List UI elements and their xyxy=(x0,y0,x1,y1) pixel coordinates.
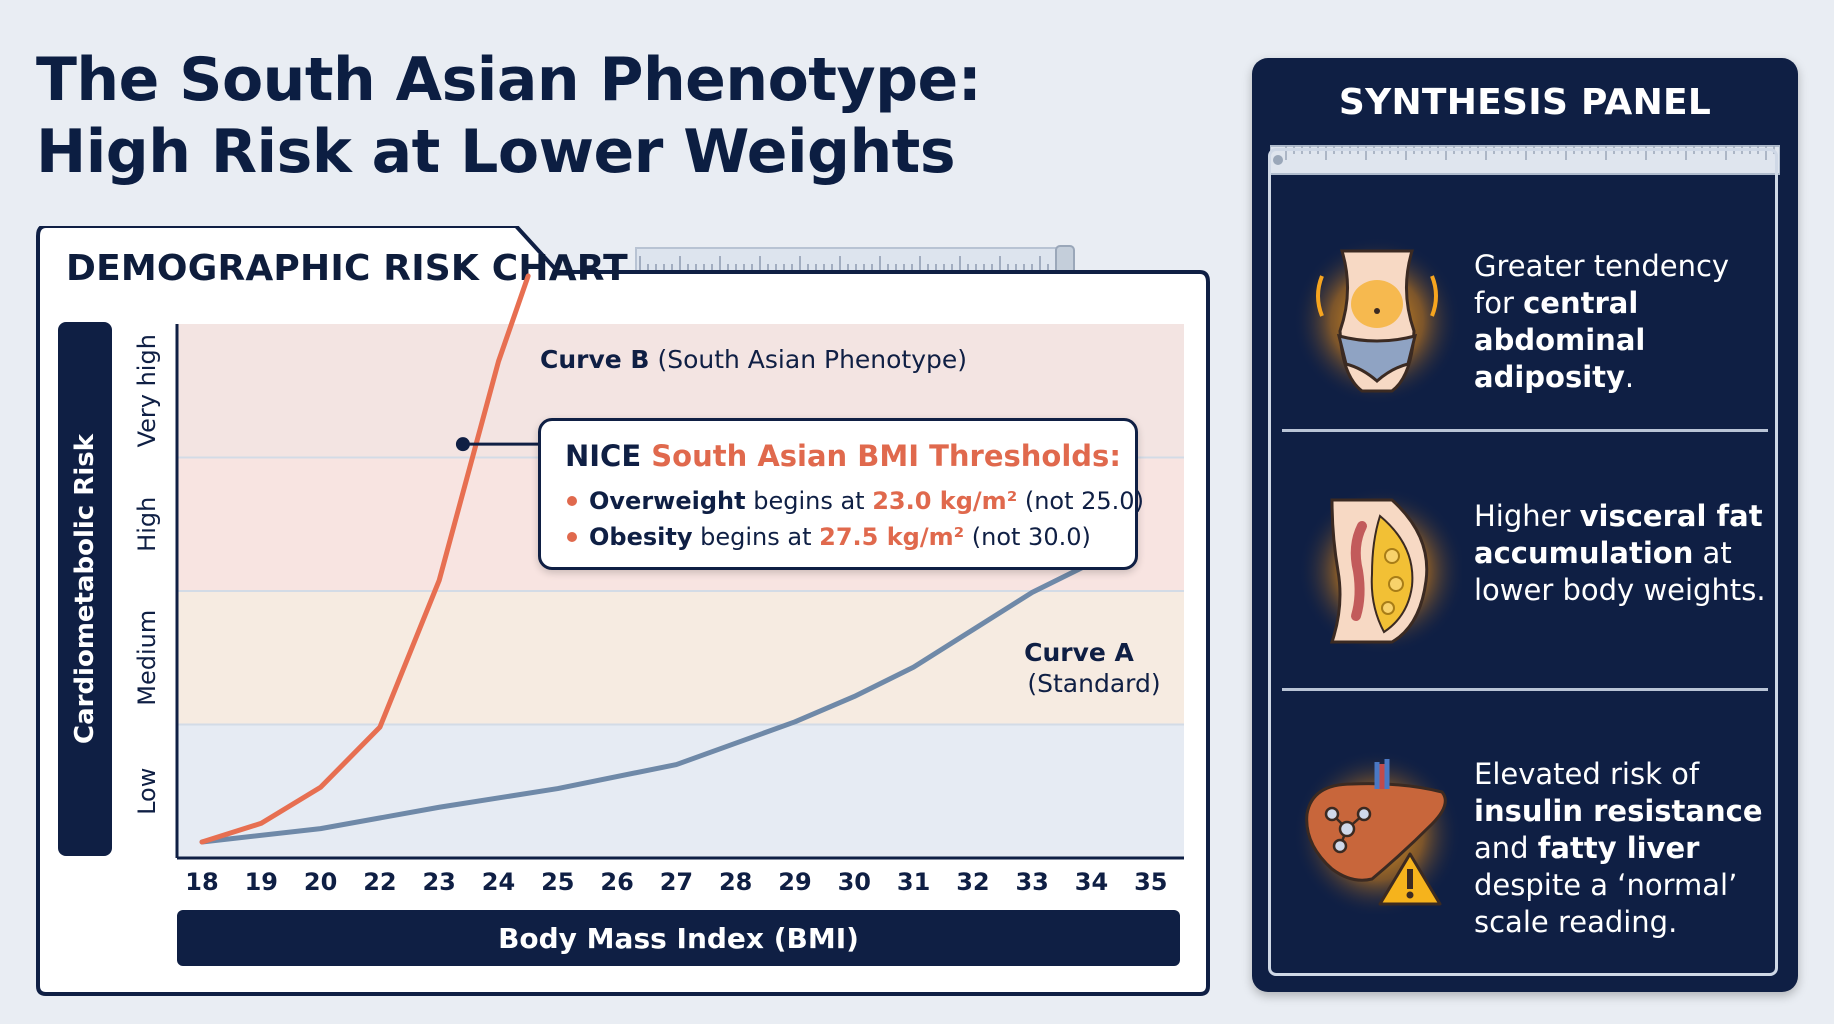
obesity-mid: begins at xyxy=(692,523,820,551)
text-plain: despite a ‘normal’ scale reading. xyxy=(1474,868,1738,939)
x-tick-label: 25 xyxy=(541,868,574,896)
text-bold: fatty liver xyxy=(1537,831,1700,865)
panel-divider xyxy=(1282,429,1768,432)
x-tick-label: 35 xyxy=(1134,868,1167,896)
obesity-threshold-row: Obesity begins at 27.5 kg/m² (not 30.0) xyxy=(565,519,1111,555)
liver-warning-icon xyxy=(1292,744,1462,918)
obesity-label: Obesity xyxy=(589,523,693,551)
risk-band-1 xyxy=(177,591,1184,725)
synthesis-item-visceral: Higher visceral fat accumulation at lowe… xyxy=(1252,458,1798,698)
obesity-note: (not 30.0) xyxy=(964,523,1091,551)
synthesis-text-2: Higher visceral fat accumulation at lowe… xyxy=(1474,498,1774,609)
overweight-value: 23.0 kg/m² xyxy=(872,487,1018,515)
text-plain: Greater tendency for xyxy=(1474,249,1730,320)
threshold-marker xyxy=(455,437,470,452)
callout-title-prefix: NICE xyxy=(565,439,642,473)
callout-title: NICE South Asian BMI Thresholds: xyxy=(565,439,1121,473)
panel-divider xyxy=(1282,688,1768,691)
y-band-label: Low xyxy=(133,768,161,815)
y-band-label: Medium xyxy=(133,610,161,706)
text-plain: . xyxy=(1624,360,1635,394)
synthesis-text-1: Greater tendency for central abdominal a… xyxy=(1474,248,1774,396)
ruler-hole xyxy=(1273,155,1283,165)
synthesis-item-liver: Elevated risk of insulin resistance and … xyxy=(1252,716,1798,956)
page-title-line-1: The South Asian Phenotype: xyxy=(36,45,982,115)
x-tick-label: 19 xyxy=(245,868,278,896)
x-tick-label: 18 xyxy=(185,868,218,896)
overweight-label: Overweight xyxy=(589,487,746,515)
y-axis-bar: Cardiometabolic Risk xyxy=(58,322,112,856)
x-tick-label: 20 xyxy=(304,868,337,896)
x-tick-label: 27 xyxy=(660,868,693,896)
curve-b-label-rest: (South Asian Phenotype) xyxy=(650,345,968,374)
x-axis-label: Body Mass Index (BMI) xyxy=(498,921,859,955)
obesity-value: 27.5 kg/m² xyxy=(819,523,965,551)
curve-a-label: Curve A xyxy=(1024,638,1134,667)
x-tick-label: 33 xyxy=(1015,868,1048,896)
x-tick-label: 29 xyxy=(778,868,811,896)
x-axis-bar: Body Mass Index (BMI) xyxy=(177,910,1180,966)
panel-inner-frame xyxy=(1268,148,1778,976)
curve-b-label: Curve B (South Asian Phenotype) xyxy=(540,345,967,374)
x-tick-label: 22 xyxy=(363,868,396,896)
panel-title: SYNTHESIS PANEL xyxy=(1338,82,1712,123)
risk-chart-card: DEMOGRAPHIC RISK CHART Cardiometabolic R… xyxy=(36,226,1210,996)
text-bold: central abdominal adiposity xyxy=(1474,286,1646,394)
curve-b-line xyxy=(199,273,531,845)
overweight-threshold-row: Overweight begins at 23.0 kg/m² (not 25.… xyxy=(565,483,1144,519)
bullet-icon xyxy=(567,495,577,506)
curve-a-sublabel: (Standard) xyxy=(1027,669,1160,698)
synthesis-panel: SYNTHESIS PANEL xyxy=(1252,58,1798,992)
curve-b-label-bold: Curve B xyxy=(540,345,650,374)
plot-area: Low Medium High Very high 18 19 20 22 23 24 25 26 27… xyxy=(133,273,1184,896)
x-tick-label: 34 xyxy=(1075,868,1108,896)
nice-thresholds-callout: NICE South Asian BMI Thresholds: Overwei… xyxy=(538,418,1144,570)
synthesis-text-3: Elevated risk of insulin resistance and … xyxy=(1474,756,1774,941)
text-plain: and xyxy=(1474,831,1538,865)
y-band-label: High xyxy=(133,497,161,552)
visceral-fat-icon xyxy=(1292,486,1466,656)
callout-title-accent: South Asian BMI Thresholds: xyxy=(651,439,1121,473)
x-tick-label: 31 xyxy=(897,868,930,896)
overweight-mid: begins at xyxy=(745,487,873,515)
x-tick-label: 32 xyxy=(956,868,989,896)
bullet-icon xyxy=(567,531,577,542)
curve-a-line xyxy=(199,560,1094,845)
text-bold: visceral fat accumulation xyxy=(1474,499,1763,570)
page-title-line-2: High Risk at Lower Weights xyxy=(36,117,956,187)
risk-band-0 xyxy=(177,724,1184,858)
synthesis-item-abdominal: Greater tendency for central abdominal a… xyxy=(1252,208,1798,448)
abdomen-icon xyxy=(1292,236,1462,406)
text-bold: insulin resistance xyxy=(1474,794,1763,828)
text-plain: Higher xyxy=(1474,499,1580,533)
chart-heading: DEMOGRAPHIC RISK CHART xyxy=(66,248,628,289)
overweight-note: (not 25.0) xyxy=(1017,487,1144,515)
text-plain: at lower body weights. xyxy=(1474,536,1766,607)
x-tick-label: 24 xyxy=(482,868,515,896)
text-plain: Elevated risk of xyxy=(1474,757,1700,791)
x-tick-label: 23 xyxy=(422,868,455,896)
x-tick-label: 30 xyxy=(838,868,871,896)
x-tick-label: 26 xyxy=(600,868,633,896)
x-tick-label: 28 xyxy=(719,868,752,896)
page-title: The South Asian Phenotype: High Risk at … xyxy=(36,44,982,188)
y-band-label: Very high xyxy=(133,334,161,447)
